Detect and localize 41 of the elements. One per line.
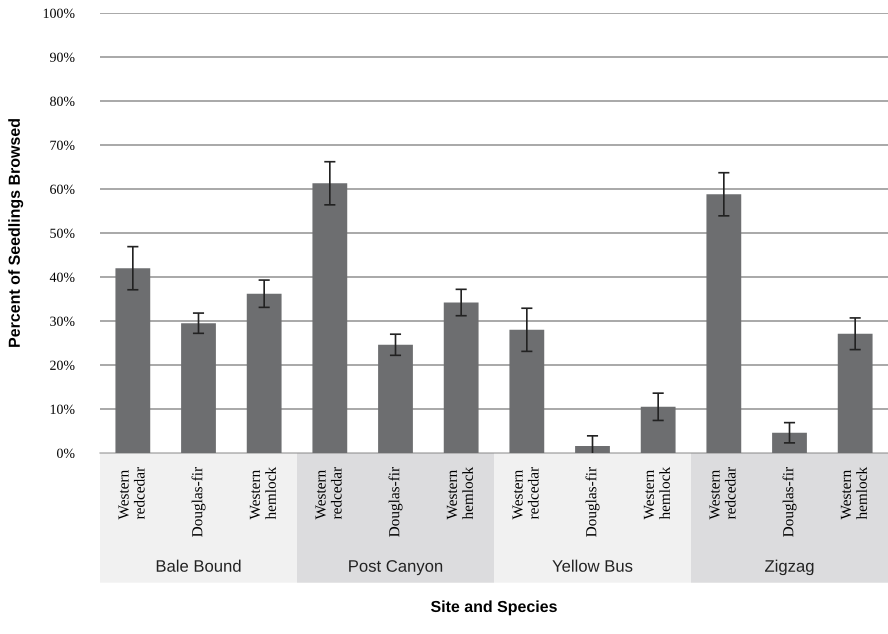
text: Zigzag <box>765 560 814 576</box>
y-tick-label: 80% <box>50 96 75 106</box>
text: Post Canyon <box>349 560 442 576</box>
bar <box>575 446 610 453</box>
text: Yellow Bus <box>552 560 632 572</box>
y-tick-label: 60% <box>50 184 75 194</box>
bar <box>509 330 544 453</box>
bar <box>378 344 413 453</box>
bar <box>312 183 348 453</box>
x-tick-label: Douglas-fir <box>191 467 206 537</box>
bar <box>640 406 676 453</box>
bar <box>838 334 873 453</box>
x-tick-label: Western hemlock <box>840 466 867 520</box>
y-tick-label: 40% <box>50 272 75 282</box>
y-tick-label: 90% <box>50 52 75 62</box>
bar <box>246 294 282 453</box>
bar <box>115 268 150 453</box>
x-tick-label: Western redcedar <box>118 467 145 520</box>
bar <box>444 302 479 453</box>
bar <box>706 194 742 453</box>
text: Bale Bound <box>156 560 241 572</box>
y-tick-label: 100% <box>44 8 75 18</box>
x-axis-title: Site and Species <box>430 600 557 616</box>
y-tick-label: 50% <box>50 228 75 238</box>
x-tick-label: Western redcedar <box>316 467 342 520</box>
x-tick-label: Western redcedar <box>710 467 736 520</box>
x-tick-label: Douglas-fir <box>388 467 403 537</box>
y-tick-label: 30% <box>50 316 75 326</box>
x-tick-label: Western hemlock <box>250 466 276 520</box>
x-tick-label: Douglas-fir <box>782 467 797 537</box>
x-tick-label: Douglas-fir <box>585 467 600 537</box>
y-tick-label: 70% <box>50 140 75 150</box>
y-axis-title: Percent of Seedlings Browsed <box>8 119 24 347</box>
bar <box>181 323 216 453</box>
x-tick-label: Western redcedar <box>512 467 539 520</box>
x-tick-label: Western hemlock <box>644 466 670 520</box>
bar <box>772 432 807 453</box>
x-tick-label: Western hemlock <box>446 466 473 520</box>
y-tick-label: 10% <box>50 404 75 414</box>
y-tick-label: 0% <box>57 448 75 458</box>
y-tick-label: 20% <box>50 360 75 370</box>
